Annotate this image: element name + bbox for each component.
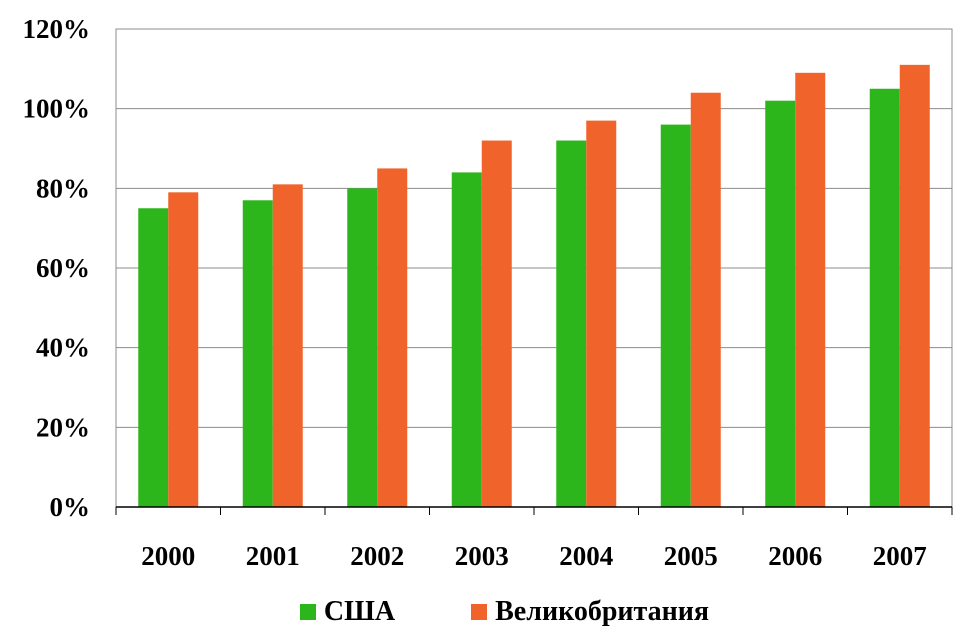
legend-item-usa: США <box>299 596 396 628</box>
x-tick-label: 2005 <box>664 541 718 571</box>
y-tick-label: 60% <box>36 253 90 283</box>
bar-uk-2001 <box>272 184 303 507</box>
x-tick-label: 2000 <box>141 541 195 571</box>
bar-usa-2007 <box>869 88 900 507</box>
legend-swatch-usa <box>299 604 316 620</box>
legend-swatch-uk <box>471 604 488 620</box>
bar-usa-2001 <box>242 200 273 508</box>
bars <box>138 64 930 508</box>
axes <box>115 506 953 515</box>
bar-usa-2000 <box>138 208 169 507</box>
legend: США Великобритания <box>0 592 979 632</box>
bar-uk-2004 <box>586 120 617 507</box>
bar-uk-2007 <box>899 64 930 507</box>
legend-label-uk: Великобритания <box>495 596 710 627</box>
y-tick-label: 120% <box>23 14 91 44</box>
x-tick-label: 2006 <box>768 541 822 571</box>
bar-usa-2002 <box>347 188 378 508</box>
bar-uk-2005 <box>690 92 721 507</box>
bar-uk-2000 <box>168 192 199 508</box>
legend-label-usa: США <box>323 596 396 627</box>
bar-usa-2004 <box>556 140 587 508</box>
x-tick-label: 2004 <box>559 541 613 571</box>
bar-uk-2002 <box>377 168 408 507</box>
x-axis-tick-labels: 2000 2001 2002 2003 2004 2005 2006 2007 <box>141 541 927 571</box>
y-tick-label: 100% <box>23 94 91 124</box>
bar-usa-2005 <box>660 124 691 507</box>
y-tick-label: 20% <box>36 412 90 442</box>
bar-uk-2006 <box>795 72 826 508</box>
x-tick-label: 2007 <box>873 541 927 571</box>
x-tick-label: 2003 <box>455 541 509 571</box>
y-tick-label: 40% <box>36 333 90 363</box>
x-tick-label: 2001 <box>246 541 300 571</box>
x-tick-label: 2002 <box>350 541 404 571</box>
gridlines <box>116 108 952 428</box>
y-tick-label: 80% <box>36 173 90 203</box>
y-tick-label: 0% <box>50 492 91 522</box>
bar-uk-2003 <box>481 140 512 508</box>
legend-item-uk: Великобритания <box>471 596 709 628</box>
bar-usa-2003 <box>451 172 482 507</box>
bar-usa-2006 <box>765 100 796 507</box>
y-axis-tick-labels: 0% 20% 40% 60% 80% 100% 120% <box>23 14 91 522</box>
